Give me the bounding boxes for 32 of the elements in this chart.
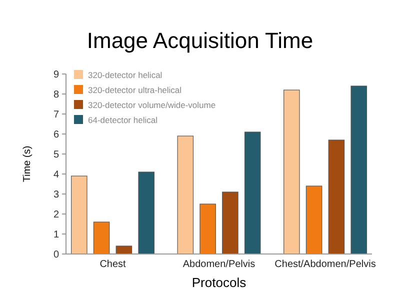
y-tick-label: 0: [53, 250, 60, 260]
y-tick-label: 3: [53, 190, 60, 200]
bar: [116, 246, 132, 254]
x-tick-label: Chest: [100, 259, 126, 270]
y-tick-label: 7: [53, 110, 60, 120]
bar: [200, 204, 216, 254]
x-axis-title: Protocols: [192, 275, 247, 290]
x-tick-label: Abdomen/Pelvis: [182, 259, 256, 270]
y-tick-label: 8: [53, 90, 60, 100]
bar: [93, 222, 110, 254]
legend-label: 64-detector helical: [88, 115, 158, 125]
y-tick-label: 4: [53, 170, 60, 180]
bar: [328, 140, 345, 254]
bar: [138, 172, 154, 254]
x-tick-label: Chest/Abdomen/Pelvis: [274, 259, 376, 270]
bar: [350, 86, 367, 254]
y-tick-label: 6: [53, 130, 60, 140]
bar: [222, 192, 238, 254]
bar: [306, 186, 322, 254]
y-tick-label: 9: [53, 70, 60, 80]
bar: [177, 136, 194, 254]
bar: [284, 90, 300, 254]
y-tick-label: 1: [53, 230, 60, 240]
legend-label: 320-detector ultra-helical: [88, 85, 182, 95]
bar: [244, 132, 261, 254]
bar: [71, 176, 88, 254]
y-tick-label: 5: [53, 150, 60, 160]
y-axis-title: Time (s): [22, 146, 33, 182]
chart-title: Image Acquisition Time: [86, 28, 314, 53]
y-tick-label: 2: [53, 210, 60, 220]
legend-label: 320-detector helical: [88, 70, 162, 80]
legend-label: 320-detector volume/wide-volume: [88, 100, 216, 110]
